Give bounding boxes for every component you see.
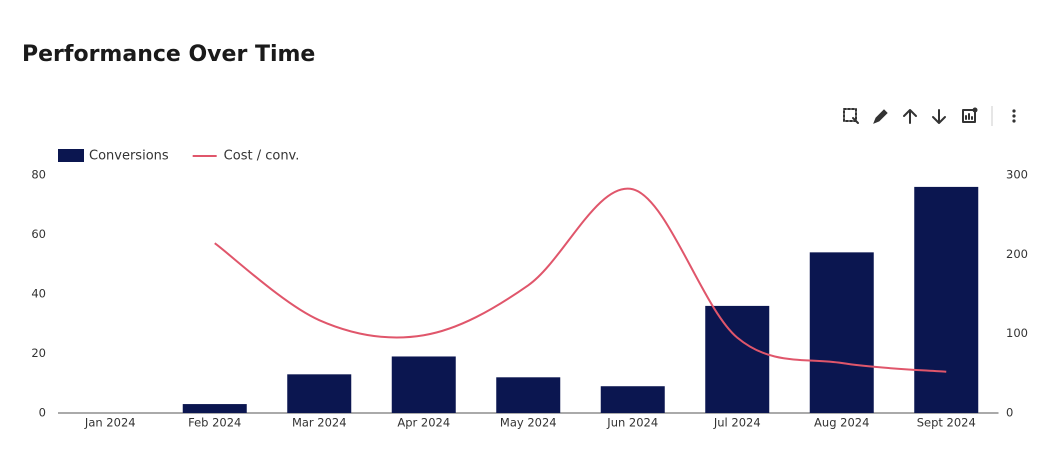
x-tick-label: Apr 2024 <box>397 416 450 430</box>
chart-settings-button[interactable] <box>962 107 978 123</box>
y2-tick-label: 200 <box>1006 247 1028 261</box>
line <box>214 187 947 373</box>
y-tick-label: 60 <box>31 227 46 241</box>
more-button[interactable] <box>1012 109 1016 123</box>
x-tick-label: Jun 2024 <box>606 416 658 430</box>
x-tick-label: Mar 2024 <box>292 416 347 430</box>
select-button[interactable] <box>843 108 859 124</box>
bar <box>809 252 874 413</box>
x-tick-label: Aug 2024 <box>814 416 869 430</box>
x-tick-label: Jul 2024 <box>713 416 761 430</box>
move-up-button[interactable] <box>903 109 917 124</box>
edit-button[interactable] <box>873 109 888 124</box>
x-tick-label: May 2024 <box>500 416 557 430</box>
y-tick-label: 0 <box>39 406 46 420</box>
y2-tick-label: 0 <box>1006 406 1013 420</box>
legend-swatch <box>58 149 84 162</box>
x-tick-label: Sept 2024 <box>917 416 976 430</box>
move-down-button[interactable] <box>932 109 946 124</box>
toolbar <box>843 106 1016 126</box>
bar <box>287 374 352 413</box>
x-tick-label: Feb 2024 <box>188 416 241 430</box>
legend-label: Conversions <box>89 149 169 164</box>
bar <box>391 356 456 413</box>
bar <box>496 377 561 413</box>
bar <box>914 186 979 413</box>
bar <box>600 386 665 413</box>
chart-title: Performance Over Time <box>22 42 315 67</box>
x-tick-label: Jan 2024 <box>84 416 136 430</box>
legend-label: Cost / conv. <box>224 149 300 164</box>
y-tick-label: 80 <box>31 168 46 182</box>
y2-tick-label: 300 <box>1006 168 1028 182</box>
bar <box>705 305 770 413</box>
y2-tick-label: 100 <box>1006 326 1028 340</box>
bar <box>182 404 247 413</box>
y-tick-label: 20 <box>31 346 46 360</box>
y-tick-label: 40 <box>31 287 46 301</box>
